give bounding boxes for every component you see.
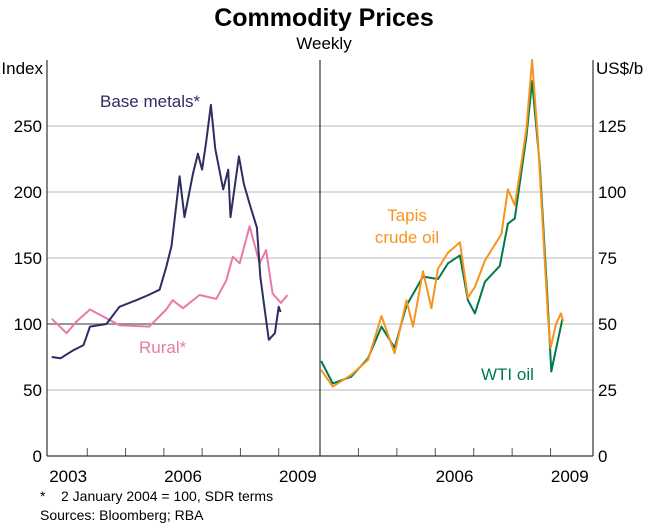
left-y-tick-label: 250 xyxy=(14,117,42,136)
series-line-tapis-crude-oil xyxy=(320,59,565,388)
x-tick-label: 2006 xyxy=(164,467,202,486)
right-y-tick-label: 50 xyxy=(598,315,617,334)
x-tick-label: 2006 xyxy=(436,467,474,486)
series-line-base-metals xyxy=(51,103,282,360)
right-y-tick-label: 100 xyxy=(598,183,626,202)
right-y-tick-label: 125 xyxy=(598,117,626,136)
legend-rural: Rural* xyxy=(139,338,187,357)
x-tick-label: 2009 xyxy=(279,467,317,486)
right-y-tick-label: 75 xyxy=(598,249,617,268)
x-tick-label: 2003 xyxy=(49,467,87,486)
left-y-tick-label: 200 xyxy=(14,183,42,202)
legend-wti: WTI oil xyxy=(481,365,534,384)
x-tick-label: 2009 xyxy=(551,467,589,486)
right-axis-label: US$/b xyxy=(596,59,643,78)
chart-subtitle: Weekly xyxy=(296,34,352,53)
legend-tapis-line1: Tapis xyxy=(387,206,427,225)
left-axis-label: Index xyxy=(1,59,43,78)
left-y-tick-label: 50 xyxy=(23,381,42,400)
chart-title: Commodity Prices xyxy=(214,4,434,32)
legend-base-metals: Base metals* xyxy=(100,92,201,111)
right-y-tick-label: 0 xyxy=(598,447,607,466)
left-y-tick-label: 0 xyxy=(33,447,42,466)
series-line-rural xyxy=(51,225,289,335)
left-y-tick-label: 100 xyxy=(14,315,42,334)
sources: Sources: Bloomberg; RBA xyxy=(40,507,204,523)
left-y-tick-label: 150 xyxy=(14,249,42,268)
legend-tapis-line2: crude oil xyxy=(375,228,439,247)
right-y-tick-label: 25 xyxy=(598,381,617,400)
footnote: * 2 January 2004 = 100, SDR terms xyxy=(40,488,273,504)
